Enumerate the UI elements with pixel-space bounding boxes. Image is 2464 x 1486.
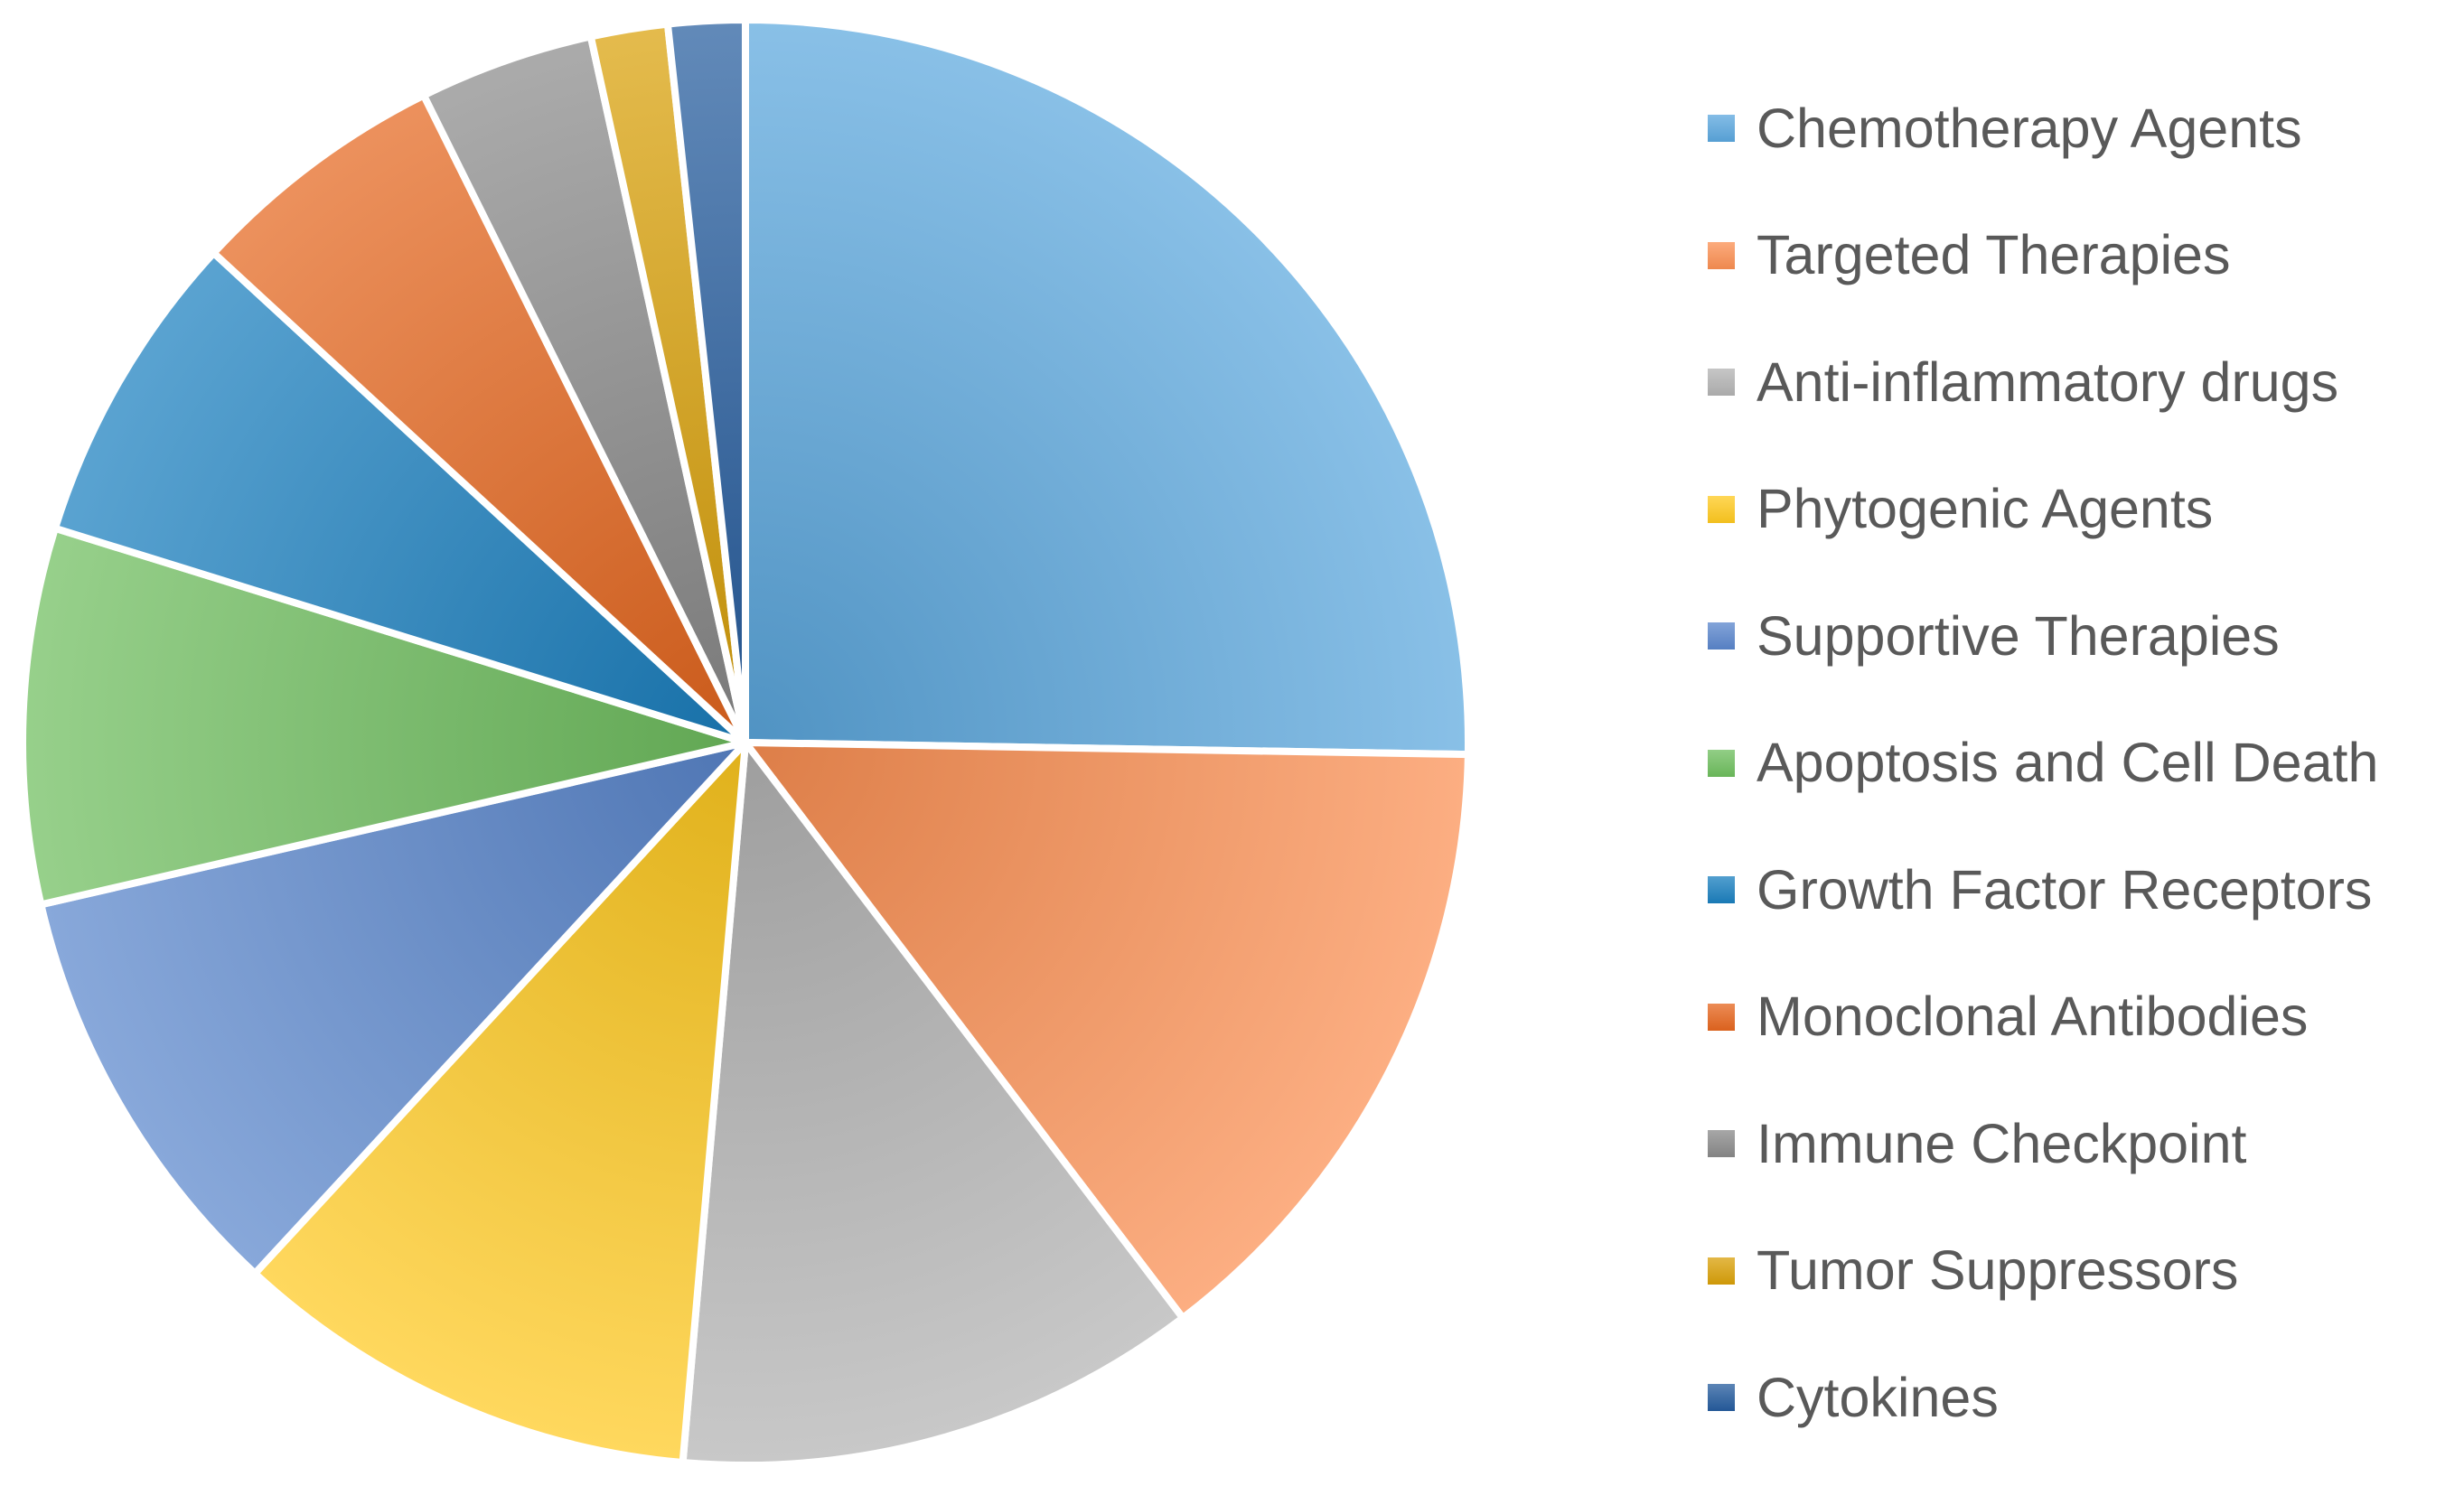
pie-slice: [37, 739, 749, 1277]
legend-label: Anti-inflammatory drugs: [1757, 350, 2339, 413]
pie-slice: [19, 524, 749, 909]
pie-slice: [251, 739, 749, 1466]
legend-item: Anti-inflammatory drugs: [1708, 319, 2458, 446]
legend-item: Chemotherapy Agents: [1708, 65, 2458, 192]
legend-item: Cytokines: [1708, 1334, 2458, 1462]
legend-swatch: [1708, 876, 1735, 904]
legend-swatch: [1708, 1130, 1735, 1158]
legend-label: Cytokines: [1757, 1366, 1999, 1428]
legend-label: Apoptosis and Cell Death: [1757, 732, 2379, 794]
legend-swatch: [1708, 1003, 1735, 1031]
pie-slice: [51, 249, 749, 746]
legend-label: Growth Factor Receptors: [1757, 858, 2373, 921]
pie-slice: [210, 91, 749, 746]
legend-label: Phytogenic Agents: [1757, 478, 2214, 540]
pie-plot-area: [19, 16, 1472, 1469]
legend-item: Apoptosis and Cell Death: [1708, 700, 2458, 827]
legend-swatch: [1708, 1384, 1735, 1412]
legend: Chemotherapy Agents Targeted Therapies A…: [1708, 65, 2458, 1462]
pie-slice: [742, 16, 1472, 759]
legend-item: Growth Factor Receptors: [1708, 827, 2458, 954]
pie-slice: [679, 739, 1187, 1469]
legend-swatch: [1708, 622, 1735, 650]
pie-slice: [663, 16, 749, 746]
legend-swatch: [1708, 115, 1735, 143]
legend-item: Supportive Therapies: [1708, 573, 2458, 700]
legend-label: Immune Checkpoint: [1757, 1112, 2247, 1174]
legend-item: Monoclonal Antibodies: [1708, 954, 2458, 1081]
legend-item: Phytogenic Agents: [1708, 446, 2458, 574]
legend-swatch: [1708, 749, 1735, 777]
legend-swatch: [1708, 241, 1735, 269]
legend-label: Chemotherapy Agents: [1757, 97, 2302, 159]
pie-slice: [742, 739, 1472, 1322]
legend-item: Tumor Suppressors: [1708, 1208, 2458, 1335]
legend-item: Immune Checkpoint: [1708, 1080, 2458, 1208]
legend-label: Targeted Therapies: [1757, 224, 2231, 286]
legend-swatch: [1708, 369, 1735, 397]
legend-label: Monoclonal Antibodies: [1757, 986, 2309, 1048]
legend-swatch: [1708, 1257, 1735, 1285]
legend-item: Targeted Therapies: [1708, 192, 2458, 320]
legend-swatch: [1708, 495, 1735, 523]
legend-label: Supportive Therapies: [1757, 604, 2280, 667]
legend-label: Tumor Suppressors: [1757, 1239, 2239, 1302]
